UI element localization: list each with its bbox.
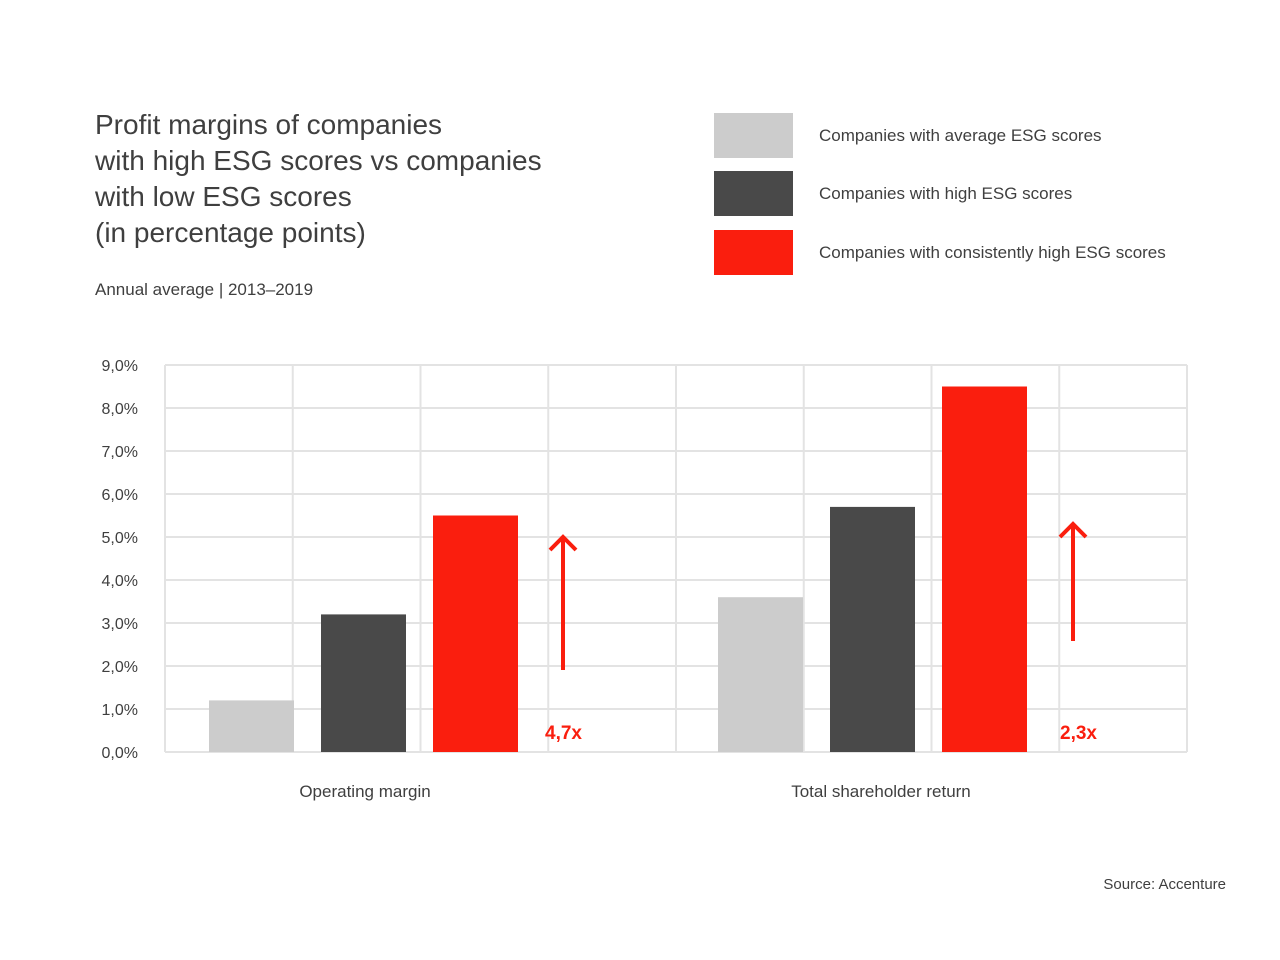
bar bbox=[321, 614, 406, 752]
legend-label: Companies with average ESG scores bbox=[819, 126, 1102, 145]
y-tick-label: 8,0% bbox=[102, 401, 138, 418]
bar bbox=[718, 597, 803, 752]
chart-title: Profit margins of companies with high ES… bbox=[95, 107, 655, 251]
legend-item-high: Companies with high ESG scores bbox=[714, 171, 1234, 217]
chart-subtitle: Annual average | 2013–2019 bbox=[95, 280, 314, 299]
legend-item-average: Companies with average ESG scores bbox=[714, 113, 1234, 159]
y-tick-label: 2,0% bbox=[102, 659, 138, 676]
source-note: Source: Accenture bbox=[1103, 876, 1226, 893]
y-tick-label: 7,0% bbox=[102, 444, 138, 461]
x-category-label: Total shareholder return bbox=[791, 782, 971, 801]
annotation-label: 2,3x bbox=[1060, 723, 1097, 744]
y-tick-label: 5,0% bbox=[102, 530, 138, 547]
y-tick-label: 6,0% bbox=[102, 487, 138, 504]
legend-swatch bbox=[714, 113, 793, 158]
y-tick-label: 4,0% bbox=[102, 573, 138, 590]
legend-swatch bbox=[714, 171, 793, 216]
x-category-label: Operating margin bbox=[299, 782, 430, 801]
bar bbox=[942, 386, 1027, 752]
title-line: Profit margins of companies bbox=[95, 109, 443, 140]
growth-arrowhead bbox=[1058, 521, 1088, 539]
legend-label: Companies with high ESG scores bbox=[819, 184, 1073, 203]
growth-arrowhead bbox=[548, 534, 578, 552]
annotation-label: 4,7x bbox=[545, 723, 582, 744]
legend-swatch bbox=[714, 230, 793, 275]
y-tick-label: 9,0% bbox=[102, 358, 138, 375]
y-tick-label: 3,0% bbox=[102, 616, 138, 633]
bar bbox=[433, 515, 518, 752]
legend-label: Companies with consistently high ESG sco… bbox=[819, 243, 1166, 262]
title-line: (in percentage points) bbox=[95, 217, 366, 248]
bar bbox=[830, 506, 915, 752]
bar bbox=[209, 700, 294, 752]
title-line: with low ESG scores bbox=[95, 181, 352, 212]
y-tick-label: 1,0% bbox=[102, 702, 138, 719]
legend-item-consistently-high: Companies with consistently high ESG sco… bbox=[714, 230, 1234, 276]
y-tick-label: 0,0% bbox=[102, 745, 138, 762]
title-line: with high ESG scores vs companies bbox=[95, 145, 542, 176]
